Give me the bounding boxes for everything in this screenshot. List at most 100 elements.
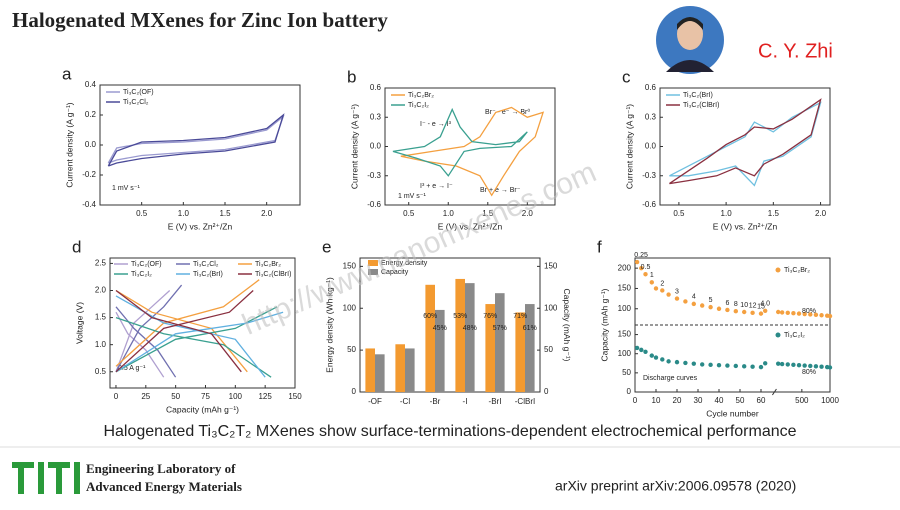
point [775, 309, 781, 315]
point [666, 359, 671, 364]
x-tick-label: 20 [673, 396, 682, 405]
y2-axis-label: Capacity (mAh g⁻¹) [562, 289, 572, 362]
legend-label: Ti₃C₂Cl₂ [123, 99, 149, 106]
y-tick-label: 2.5 [95, 259, 107, 268]
logo-block [48, 462, 70, 468]
x-tick-label: 0 [633, 396, 638, 405]
point [666, 292, 671, 297]
x-tick-label: 1.0 [443, 209, 455, 218]
annotation: 10 [740, 302, 748, 309]
portrait-face [677, 18, 703, 50]
y-tick-label: 0 [544, 387, 549, 396]
y-tick-label: 100 [343, 303, 357, 312]
legend-label: Ti₃C₂Br₂ [784, 267, 810, 274]
annotation: 1 mV s⁻¹ [112, 185, 140, 192]
x-tick-label: 50 [171, 392, 180, 401]
legend-label: Ti₃C₂(OF) [123, 89, 154, 96]
point [639, 347, 644, 353]
x-tick-label: 30 [694, 396, 703, 405]
point [827, 313, 833, 319]
y-tick-label: 0 [352, 387, 357, 396]
portrait-suit [666, 60, 714, 72]
point [653, 355, 659, 360]
legend-label: Ti₃C₂I₂ [784, 332, 805, 339]
y-tick-label: -0.2 [82, 170, 96, 179]
annotation: 3 [675, 288, 679, 295]
y-axis-label: Current density (A g⁻¹) [349, 104, 359, 189]
annotation: 1 [650, 272, 654, 279]
panel-label: e [322, 237, 331, 256]
bar [365, 348, 375, 392]
point [700, 303, 705, 308]
y-tick-label: -0.6 [642, 200, 656, 209]
x-axis-label: Capacity (mAh g⁻¹) [166, 404, 239, 414]
y-axis-label: Capacity (mAh g⁻¹) [599, 288, 609, 361]
x-tick-label: 2.0 [522, 209, 534, 218]
bar [435, 309, 445, 392]
x-tick-label: 1000 [821, 396, 839, 405]
annotation: 0.25 [634, 252, 648, 259]
annotation: 15 [757, 303, 765, 310]
legend-label: Ti₃C₂Br₂ [255, 261, 281, 268]
annotation: 57% [493, 325, 507, 332]
annotation: Br⁻ - e⁻ → Br⁰ [485, 108, 530, 116]
legend-swatch [368, 260, 378, 266]
annotation: 2 [660, 280, 664, 287]
y-tick-label: 150 [618, 284, 632, 293]
point [683, 360, 688, 366]
plot-frame [359, 257, 541, 393]
point [649, 280, 654, 285]
x-tick-label: -OF [368, 397, 382, 406]
y-tick-label: 0.3 [370, 112, 382, 121]
y-tick-label: 0.0 [85, 140, 97, 149]
point [634, 345, 640, 351]
point [674, 359, 680, 365]
y-tick-label: 0.3 [645, 112, 657, 121]
panel-label: b [347, 67, 356, 86]
x-tick-label: 60 [757, 396, 766, 405]
annotation: 0.5 A g⁻¹ [118, 365, 146, 372]
point [660, 288, 665, 293]
annotation: 45% [433, 325, 447, 332]
bar [425, 284, 435, 392]
caption: Halogenated Ti₃C₂T₂ MXenes show surface-… [103, 423, 796, 440]
author: C. Y. Zhi [758, 40, 833, 62]
y-tick-label: 50 [347, 345, 356, 354]
logo-block [56, 468, 62, 494]
logo-block [38, 462, 44, 494]
y-tick-label: -0.4 [82, 200, 96, 209]
legend-label: Ti₃C₂(OF) [131, 261, 162, 268]
legend-label: Ti₃C₂(BrI) [683, 92, 713, 99]
y-axis-label: Current density (A g⁻¹) [64, 102, 74, 187]
slide-title: Halogenated MXenes for Zinc Ion battery [12, 8, 388, 32]
point [785, 362, 790, 367]
series-line [115, 290, 171, 378]
x-tick-label: 2.0 [815, 209, 827, 218]
portrait [656, 6, 724, 74]
x-tick-label: 50 [736, 396, 745, 405]
y-tick-label: 50 [622, 368, 631, 377]
lab-name: Advanced Energy Materials [86, 479, 242, 494]
point [808, 312, 813, 317]
legend-label: Ti₃C₂Br₂ [408, 92, 434, 99]
x-tick-label: 100 [229, 392, 243, 401]
x-tick-label: -Cl [400, 397, 410, 406]
annotation: 61% [523, 325, 537, 332]
axis-break [772, 388, 777, 396]
annotation: I⁻ - e → I³ [420, 121, 452, 128]
logo-block [18, 468, 24, 494]
x-tick-label: 500 [795, 396, 809, 405]
y-axis-label: Voltage (V) [74, 302, 84, 344]
point [819, 364, 824, 369]
x-tick-label: 1.5 [768, 209, 780, 218]
x-tick-label: 150 [288, 392, 302, 401]
annotation: 76% [483, 313, 497, 320]
legend-label: Ti₃C₂(ClBrI) [683, 102, 719, 109]
bar [525, 304, 535, 392]
x-tick-label: 25 [141, 392, 150, 401]
bar [375, 354, 385, 392]
point [785, 310, 790, 316]
point [660, 357, 665, 362]
point [758, 364, 764, 370]
bar [495, 293, 505, 392]
